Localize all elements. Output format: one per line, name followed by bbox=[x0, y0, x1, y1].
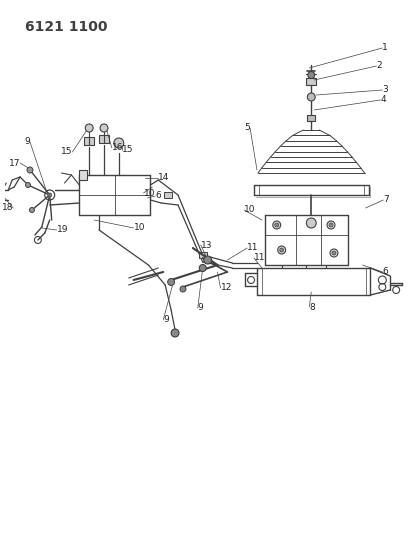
Text: 19: 19 bbox=[57, 225, 68, 235]
Bar bbox=[199, 252, 206, 258]
Circle shape bbox=[180, 286, 186, 292]
Circle shape bbox=[114, 138, 124, 148]
Text: 9: 9 bbox=[198, 303, 204, 312]
Circle shape bbox=[306, 218, 316, 228]
Text: 13: 13 bbox=[201, 240, 212, 249]
Text: 10: 10 bbox=[144, 189, 155, 198]
Circle shape bbox=[199, 264, 206, 271]
Circle shape bbox=[204, 256, 212, 264]
Bar bbox=[99, 135, 109, 143]
Circle shape bbox=[27, 167, 33, 173]
Circle shape bbox=[332, 251, 336, 255]
Bar bbox=[84, 137, 94, 145]
Text: 7: 7 bbox=[384, 196, 389, 205]
Circle shape bbox=[26, 182, 31, 188]
Circle shape bbox=[327, 221, 335, 229]
Text: 15: 15 bbox=[61, 148, 72, 157]
Text: 2: 2 bbox=[377, 61, 382, 70]
Text: 15: 15 bbox=[122, 146, 133, 155]
Text: 11: 11 bbox=[247, 244, 259, 253]
Text: 16: 16 bbox=[112, 143, 123, 152]
Text: 6: 6 bbox=[155, 191, 161, 200]
Text: 9: 9 bbox=[24, 138, 30, 147]
Bar bbox=[164, 192, 172, 198]
Text: 14: 14 bbox=[158, 174, 170, 182]
Circle shape bbox=[29, 207, 34, 213]
Text: 18: 18 bbox=[2, 204, 13, 213]
Bar bbox=[307, 115, 315, 121]
Text: 17: 17 bbox=[9, 158, 20, 167]
Text: 10: 10 bbox=[133, 223, 145, 232]
Circle shape bbox=[275, 223, 279, 227]
Text: 5: 5 bbox=[244, 124, 250, 133]
Circle shape bbox=[330, 249, 338, 257]
Circle shape bbox=[308, 71, 315, 78]
Circle shape bbox=[280, 248, 284, 252]
Circle shape bbox=[171, 329, 179, 337]
Circle shape bbox=[278, 246, 286, 254]
Text: 6: 6 bbox=[382, 268, 388, 277]
Circle shape bbox=[168, 279, 175, 286]
Circle shape bbox=[85, 124, 93, 132]
Circle shape bbox=[100, 124, 108, 132]
Text: 11: 11 bbox=[254, 254, 266, 262]
Circle shape bbox=[307, 93, 315, 101]
Text: 3: 3 bbox=[382, 85, 388, 94]
Text: 6121 1100: 6121 1100 bbox=[25, 20, 108, 34]
Text: 1: 1 bbox=[382, 44, 388, 52]
Circle shape bbox=[329, 223, 333, 227]
Text: 10: 10 bbox=[244, 206, 256, 214]
Text: 12: 12 bbox=[220, 284, 232, 293]
Text: 4: 4 bbox=[380, 95, 386, 104]
Text: 9: 9 bbox=[163, 316, 169, 325]
Bar bbox=[306, 78, 316, 85]
Circle shape bbox=[273, 221, 281, 229]
Circle shape bbox=[48, 193, 52, 197]
Bar bbox=[79, 170, 87, 180]
Text: 8: 8 bbox=[309, 303, 315, 311]
